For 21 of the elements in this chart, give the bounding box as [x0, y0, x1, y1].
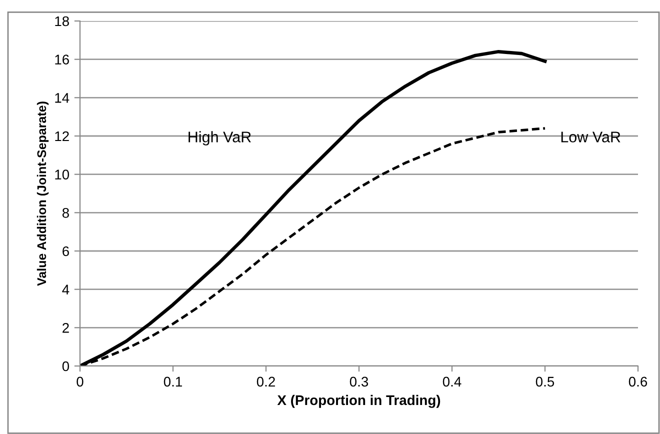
y-tick-label: 0 [62, 361, 70, 372]
y-tick-label: 10 [55, 170, 70, 180]
x-tick-label: 0.3 [350, 376, 368, 387]
x-tick-label: 0.1 [164, 376, 182, 387]
annotation: High VaR [188, 131, 251, 146]
y-axis-title: Value Addition (Joint-Separate) [36, 102, 49, 286]
annotation: Low VaR [561, 132, 620, 142]
x-tick-label: 0.4 [442, 376, 462, 387]
y-tick-label: 14 [55, 93, 70, 103]
y-tick-label: 2 [62, 323, 69, 333]
y-tick-label: 18 [55, 16, 69, 26]
x-tick-label: 0.2 [256, 376, 275, 387]
y-tick-label: 16 [55, 54, 69, 65]
y-tick-label: 6 [62, 246, 69, 256]
x-tick-label: 0 [76, 376, 84, 387]
y-tick-label: 12 [55, 131, 69, 142]
x-axis-title: X (Proportion in Trading) [277, 394, 440, 408]
x-tick-label: 0.5 [536, 376, 554, 387]
y-tick-label: 8 [62, 208, 69, 218]
x-tick-label: 0.6 [628, 376, 648, 387]
y-tick-label: 4 [62, 284, 70, 294]
